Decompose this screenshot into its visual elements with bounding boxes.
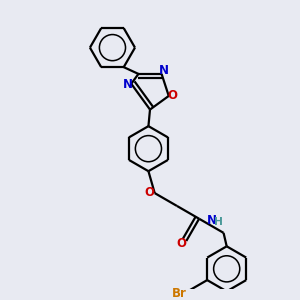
Text: O: O	[168, 89, 178, 102]
Text: O: O	[144, 186, 154, 199]
Text: N: N	[159, 64, 169, 77]
Text: O: O	[177, 237, 187, 250]
Text: N: N	[207, 214, 217, 227]
Text: N: N	[122, 78, 133, 91]
Text: H: H	[214, 217, 223, 227]
Text: Br: Br	[172, 287, 187, 300]
